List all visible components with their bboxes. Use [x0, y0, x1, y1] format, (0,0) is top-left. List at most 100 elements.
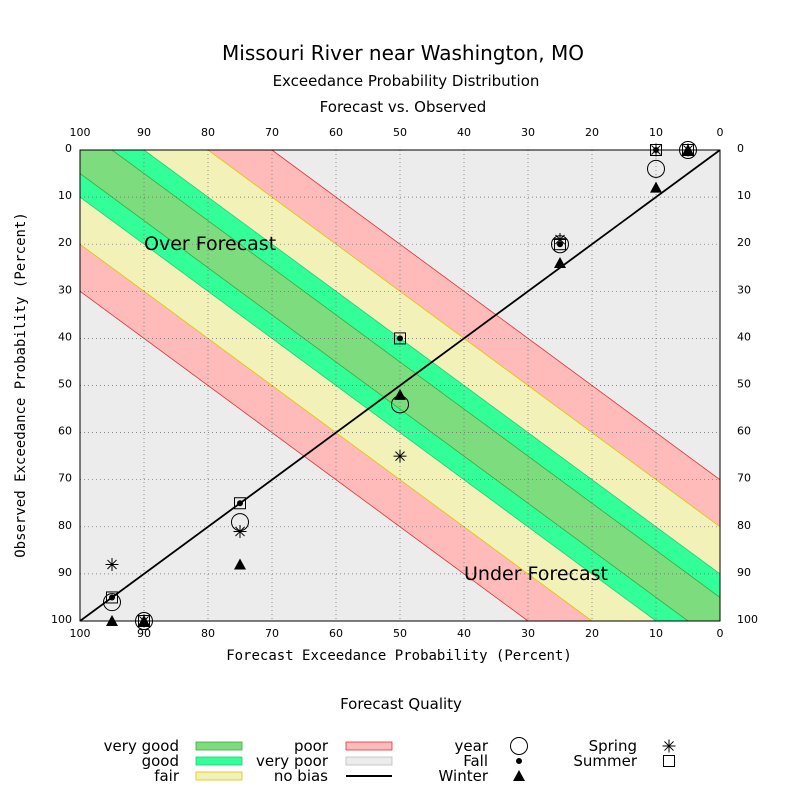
y-tick-label-left: 10 — [58, 189, 72, 202]
summer-marker — [663, 755, 675, 767]
x-tick-label-bottom: 20 — [585, 627, 599, 640]
spring-marker — [662, 739, 676, 753]
y-tick-label-left: 90 — [58, 566, 72, 579]
winter-marker — [106, 615, 118, 626]
data-markers — [103, 141, 697, 630]
legend-swatch-poor — [345, 741, 393, 751]
spring-marker-stroke — [555, 234, 565, 245]
spring-marker — [553, 232, 567, 246]
legend-label-good: good — [142, 752, 179, 770]
x-tick-label-bottom: 100 — [70, 627, 91, 640]
spring-marker-stroke — [683, 145, 693, 155]
over-forecast-label: Over Forecast — [144, 233, 276, 255]
spring-marker — [681, 143, 695, 157]
plot-frame — [79, 149, 721, 622]
legend-label-spring: Spring — [589, 737, 637, 755]
legend-label-summer: Summer — [573, 752, 637, 770]
y-tick-label-left: 100 — [51, 613, 72, 626]
x-tick-label-top: 80 — [201, 126, 215, 139]
x-tick-label-top: 40 — [457, 126, 471, 139]
x-tick-label-top: 100 — [70, 126, 91, 139]
winter-marker — [554, 257, 566, 269]
legend-label-fair: fair — [154, 767, 180, 785]
legend-label-very-good: very good — [104, 737, 179, 755]
x-tick-label-top: 10 — [649, 126, 663, 139]
x-tick-label-top: 30 — [521, 126, 535, 139]
spring-marker — [649, 143, 663, 157]
spring-marker-stroke — [651, 145, 661, 155]
x-tick-label-bottom: 40 — [457, 627, 471, 640]
y-tick-label-left: 0 — [65, 142, 72, 155]
chart-title: Missouri River near Washington, MO — [222, 41, 584, 65]
winter-marker — [650, 181, 662, 193]
spring-marker — [137, 614, 151, 628]
summer-marker — [682, 144, 694, 156]
year-marker — [103, 593, 121, 612]
fall-marker — [516, 758, 522, 764]
legend-swatch-very-poor — [345, 756, 393, 766]
y-tick-label-right: 10 — [737, 189, 751, 202]
legend-label-fall: Fall — [463, 752, 488, 770]
y-tick-label-right: 40 — [737, 330, 751, 343]
x-tick-label-bottom: 10 — [649, 627, 663, 640]
x-tick-label-top: 60 — [329, 126, 343, 139]
fall-marker — [109, 594, 115, 601]
legend-title: Forecast Quality — [340, 695, 462, 713]
y-tick-label-right: 70 — [737, 472, 751, 485]
spring-marker-stroke — [235, 526, 245, 537]
x-tick-label-top: 70 — [265, 126, 279, 139]
x-tick-label-top: 90 — [137, 126, 151, 139]
legend-label-very-poor: very poor — [256, 752, 329, 770]
tick-labels: 1001009090808070706060505040403030202010… — [51, 126, 758, 640]
x-tick-label-bottom: 80 — [201, 627, 215, 640]
year-marker — [679, 141, 697, 159]
summer-marker — [394, 332, 406, 345]
x-axis-label: Forecast Exceedance Probability (Percent… — [226, 648, 572, 664]
y-tick-label-left: 80 — [58, 519, 72, 532]
y-tick-label-left: 20 — [58, 236, 72, 249]
legend-label-year: year — [455, 737, 489, 755]
legend-label-no-bias: no bias — [274, 767, 328, 785]
y-tick-label-left: 30 — [58, 283, 72, 296]
spring-marker-stroke — [395, 451, 405, 462]
spring-marker — [233, 525, 247, 539]
fall-marker — [397, 335, 403, 342]
under-forecast-label: Under Forecast — [464, 563, 608, 585]
winter-marker — [234, 558, 246, 570]
x-tick-label-bottom: 60 — [329, 627, 343, 640]
summer-marker — [234, 497, 246, 510]
year-marker — [647, 159, 665, 178]
legend-swatch-fair — [195, 771, 243, 781]
summer-marker — [138, 615, 150, 627]
x-tick-label-bottom: 50 — [393, 627, 407, 640]
x-tick-label-top: 50 — [393, 126, 407, 139]
year-marker — [135, 612, 153, 630]
summer-marker — [106, 591, 118, 604]
x-tick-label-bottom: 0 — [717, 627, 724, 640]
x-tick-label-bottom: 70 — [265, 627, 279, 640]
fall-marker — [237, 500, 243, 507]
y-tick-label-left: 50 — [58, 378, 72, 391]
legend-swatch-good — [195, 756, 243, 766]
y-tick-label-left: 60 — [58, 425, 72, 438]
legend-label-poor: poor — [294, 737, 329, 755]
y-tick-label-right: 100 — [737, 613, 758, 626]
spring-marker-stroke — [139, 616, 149, 626]
spring-marker-stroke — [107, 559, 117, 570]
x-tick-label-bottom: 90 — [137, 627, 151, 640]
chart-subtitle-1: Exceedance Probability Distribution — [273, 72, 540, 90]
x-tick-label-bottom: 30 — [521, 627, 535, 640]
y-tick-label-left: 40 — [58, 330, 72, 343]
no-bias-diagonal — [80, 150, 720, 621]
y-tick-label-right: 20 — [737, 236, 751, 249]
y-tick-label-right: 30 — [737, 283, 751, 296]
y-tick-label-left: 70 — [58, 472, 72, 485]
x-tick-label-top: 0 — [717, 126, 724, 139]
y-tick-label-right: 80 — [737, 519, 751, 532]
winter-marker — [394, 388, 406, 400]
spring-marker-stroke — [664, 741, 674, 751]
y-axis-label: Observed Exceedance Probability (Percent… — [13, 212, 29, 558]
x-tick-label-top: 20 — [585, 126, 599, 139]
legend-swatch-very-good — [195, 741, 243, 751]
